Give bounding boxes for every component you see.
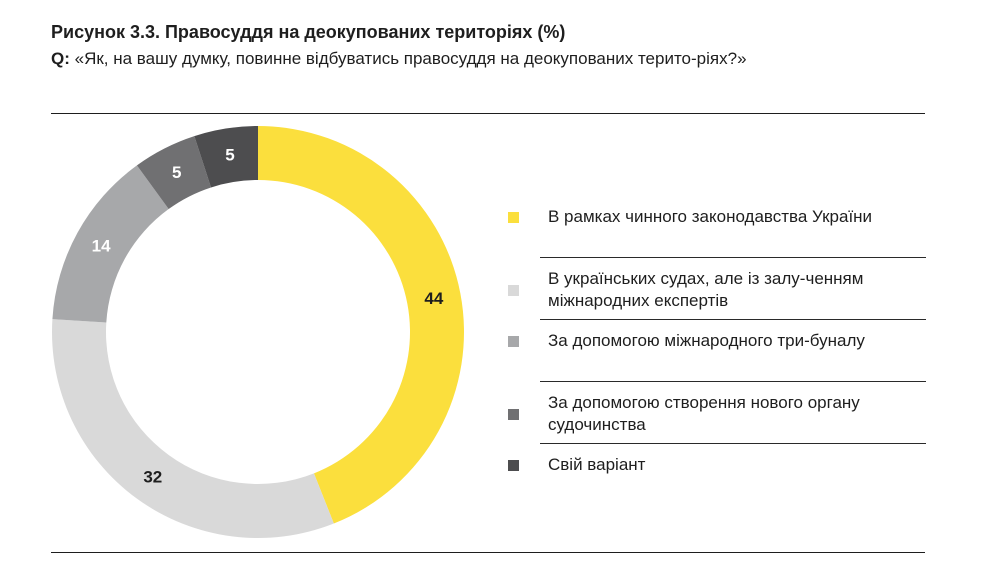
donut-value-labels: 44 32 14 5 5 (92, 146, 444, 487)
slice-value-label-4: 5 (172, 163, 181, 182)
slice-value-label-2: 32 (143, 467, 162, 486)
top-rule (51, 113, 925, 114)
legend-swatch (508, 459, 519, 471)
legend-label: В рамках чинного законодавства України (548, 207, 873, 226)
survey-question: Q: «Як, на вашу думку, повинне відбувати… (51, 48, 931, 70)
legend-label: Свій варіант (548, 455, 646, 474)
legend-swatch (508, 335, 519, 347)
legend-swatch (508, 408, 519, 420)
donut-slice-1 (258, 126, 464, 524)
legend-item: Свій варіант (500, 444, 926, 506)
legend-divider (540, 381, 926, 382)
legend-label: За допомогою створення нового органу суд… (548, 393, 860, 434)
donut-slice-3 (52, 165, 169, 323)
donut-slice-2 (52, 319, 334, 538)
donut-slice-4 (136, 136, 212, 210)
bottom-rule (51, 552, 925, 553)
slice-value-label-3: 14 (92, 236, 111, 255)
legend-item: В рамках чинного законодавства України (500, 196, 926, 258)
legend-label: В українських судах, але із залу-ченням … (548, 269, 864, 310)
legend-divider (540, 319, 926, 320)
donut-slice-5 (194, 126, 258, 188)
legend-divider (540, 257, 926, 258)
legend-item: В українських судах, але із залу-ченням … (500, 258, 926, 320)
legend-item: За допомогою створення нового органу суд… (500, 382, 926, 444)
slice-value-label-5: 5 (225, 146, 234, 165)
legend-swatch (508, 211, 519, 223)
slice-value-label-1: 44 (424, 289, 443, 308)
question-prefix: Q: (51, 49, 70, 68)
legend-item: За допомогою міжнародного три-буналу (500, 320, 926, 382)
legend: В рамках чинного законодавства України В … (500, 196, 926, 506)
legend-label: За допомогою міжнародного три-буналу (548, 331, 865, 350)
legend-swatch (508, 284, 519, 296)
donut-slices (52, 126, 464, 538)
chart-title: Рисунок 3.3. Правосуддя на деокупованих … (51, 22, 566, 42)
question-text: «Як, на вашу думку, повинне відбуватись … (74, 49, 747, 68)
legend-divider (540, 443, 926, 444)
